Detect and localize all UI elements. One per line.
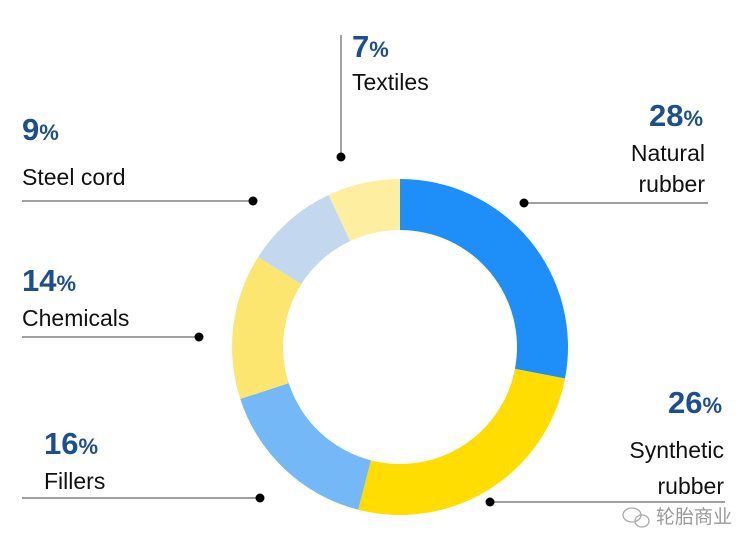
slice-fillers <box>240 383 371 510</box>
category-label: rubber <box>658 473 725 499</box>
donut-slices <box>231 179 568 515</box>
category-label: Synthetic <box>629 437 724 463</box>
data-label-fillers: 16% <box>44 426 98 461</box>
leader-dot <box>485 497 495 507</box>
watermark: 轮胎商业 <box>622 506 732 528</box>
leader-dot <box>336 152 346 162</box>
data-label-textiles: 7% <box>352 29 389 64</box>
leader-dot <box>248 196 258 206</box>
slice-synthetic-rubber <box>358 368 566 515</box>
watermark-text: 轮胎商业 <box>656 506 732 528</box>
label-synthetic-rubber: 26% Synthetic rubber <box>485 385 725 507</box>
leader-dot <box>255 493 265 503</box>
category-label: rubber <box>639 171 706 197</box>
label-fillers: 16% Fillers <box>22 426 265 503</box>
category-label: Fillers <box>44 468 105 494</box>
data-label-steel-cord: 9% <box>22 112 59 147</box>
slice-labels: 28% Natural rubber 26% Synthetic rubber 16% Fil… <box>22 29 725 507</box>
category-label: Chemicals <box>22 305 129 331</box>
label-steel-cord: 9% Steel cord <box>22 112 258 206</box>
leader-dot <box>519 198 529 208</box>
leader-dot <box>194 332 204 342</box>
data-label-synthetic-rubber: 26% <box>668 385 722 420</box>
data-label-natural-rubber: 28% <box>649 98 703 133</box>
slice-textiles <box>328 179 400 242</box>
data-label-chemicals: 14% <box>22 263 76 298</box>
slice-chemicals <box>231 256 302 399</box>
slice-steel-cord <box>258 194 351 285</box>
category-label: Steel cord <box>22 164 126 190</box>
category-label: Natural <box>631 140 705 166</box>
label-textiles: 7% Textiles <box>336 29 429 162</box>
label-natural-rubber: 28% Natural rubber <box>519 98 708 208</box>
slice-natural-rubber <box>400 179 568 379</box>
category-label: Textiles <box>352 69 429 95</box>
label-chemicals: 14% Chemicals <box>22 263 204 342</box>
wechat-icon <box>622 507 650 528</box>
